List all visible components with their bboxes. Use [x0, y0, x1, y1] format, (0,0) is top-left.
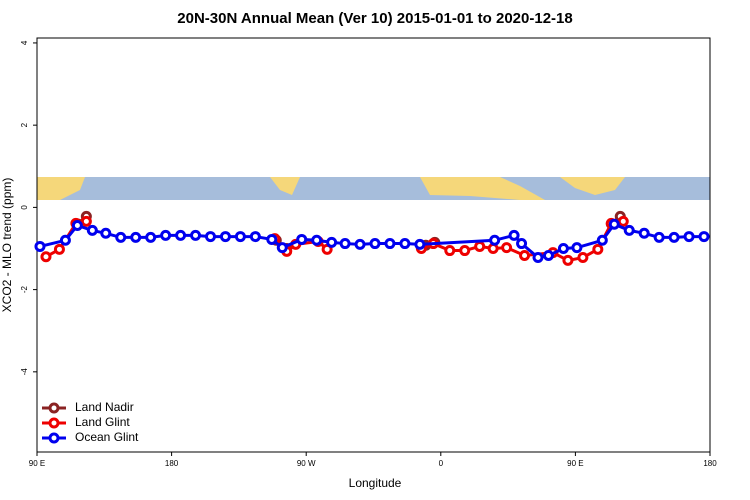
- data-point: [542, 249, 554, 261]
- data-point: [489, 234, 501, 246]
- y-tick-label: 2: [20, 122, 29, 127]
- data-point: [668, 231, 680, 243]
- data-point: [86, 224, 98, 236]
- data-point: [326, 236, 338, 248]
- data-point: [459, 245, 471, 257]
- data-point: [571, 242, 583, 254]
- data-point: [683, 231, 695, 243]
- data-point: [175, 229, 187, 241]
- data-point: [487, 242, 499, 254]
- y-axis-label: XCO2 - MLO trend (ppm): [0, 178, 14, 313]
- data-point: [444, 245, 456, 257]
- data-point: [249, 231, 261, 243]
- data-point: [59, 234, 71, 246]
- data-point: [266, 233, 278, 245]
- data-point: [190, 229, 202, 241]
- data-point: [617, 215, 629, 227]
- data-point: [71, 219, 83, 231]
- chart-title: 20N-30N Annual Mean (Ver 10) 2015-01-01 …: [177, 10, 572, 27]
- data-point: [276, 242, 288, 254]
- data-point: [577, 252, 589, 264]
- x-tick-label: 90 E: [567, 459, 583, 468]
- data-point: [296, 233, 308, 245]
- y-tick-label: 4: [20, 40, 29, 45]
- data-point: [130, 231, 142, 243]
- data-point: [557, 242, 569, 254]
- data-point: [204, 231, 216, 243]
- x-tick-label: 90 W: [297, 459, 316, 468]
- data-point: [145, 231, 157, 243]
- legend-label: Land Glint: [75, 415, 130, 429]
- data-point: [474, 240, 486, 252]
- legend-label: Land Nadir: [75, 400, 134, 414]
- map-strip: [37, 177, 710, 200]
- data-point: [369, 238, 381, 250]
- data-point: [40, 251, 52, 263]
- x-tick-label: 0: [439, 459, 444, 468]
- data-point: [638, 227, 650, 239]
- x-tick-label: 90 E: [29, 459, 45, 468]
- data-point: [508, 229, 520, 241]
- data-point: [53, 243, 65, 255]
- data-point: [623, 224, 635, 236]
- data-point: [414, 238, 426, 250]
- data-point: [519, 249, 531, 261]
- legend-label: Ocean Glint: [75, 430, 139, 444]
- data-point: [532, 252, 544, 264]
- data-point: [698, 231, 710, 243]
- y-tick-label: -2: [20, 286, 29, 294]
- data-point: [311, 234, 323, 246]
- legend-marker: [48, 432, 60, 444]
- data-point: [34, 240, 46, 252]
- x-tick-label: 180: [165, 459, 179, 468]
- data-point: [160, 229, 172, 241]
- legend-marker: [48, 417, 60, 429]
- x-axis-label: Longitude: [349, 476, 402, 490]
- data-point: [384, 238, 396, 250]
- y-tick-label: 0: [20, 205, 29, 210]
- data-point: [501, 242, 513, 254]
- data-point: [608, 218, 620, 230]
- data-point: [80, 215, 92, 227]
- legend-marker: [48, 402, 60, 414]
- y-tick-label: -4: [20, 368, 29, 376]
- data-point: [115, 231, 127, 243]
- data-point: [354, 238, 366, 250]
- data-point: [516, 238, 528, 250]
- data-point: [339, 238, 351, 250]
- data-point: [399, 238, 411, 250]
- data-point: [100, 227, 112, 239]
- data-point: [653, 231, 665, 243]
- data-point: [219, 231, 231, 243]
- x-tick-label: 180: [703, 459, 717, 468]
- data-point: [562, 254, 574, 266]
- data-point: [592, 243, 604, 255]
- data-point: [234, 231, 246, 243]
- data-point: [596, 234, 608, 246]
